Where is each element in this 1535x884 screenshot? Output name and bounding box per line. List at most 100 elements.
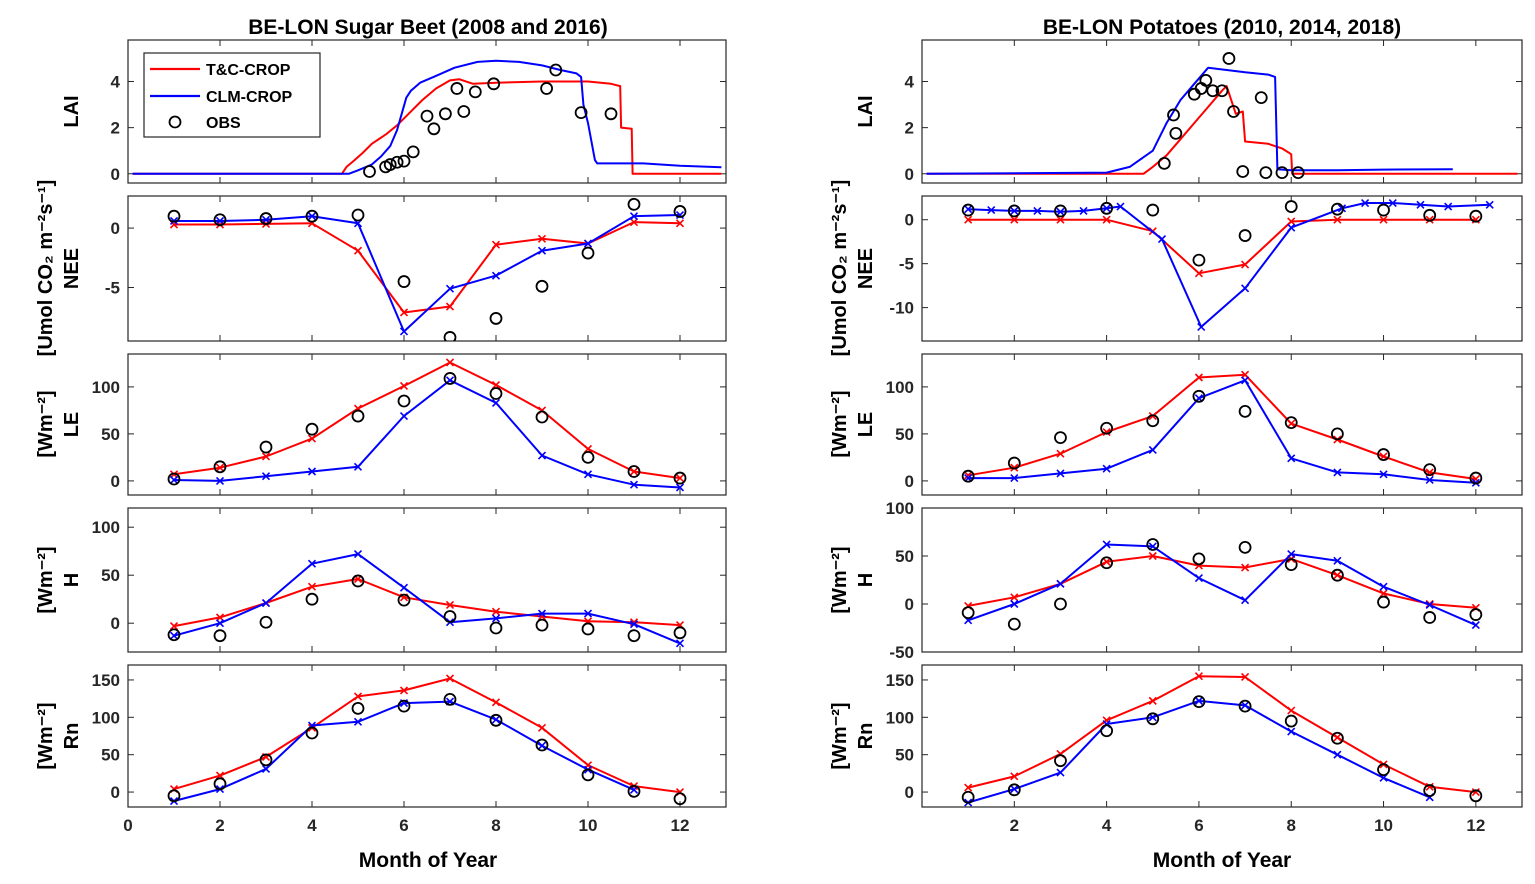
sb_nee-data xyxy=(167,197,687,341)
sb_lai-ytick-label: 4 xyxy=(111,73,121,92)
sb_rn-obs-point xyxy=(213,777,227,791)
po_lai-ylabel: LAI xyxy=(855,95,877,127)
po_le-clm-crop-marker xyxy=(1010,474,1019,483)
sb_rn-t-c-crop-marker xyxy=(399,686,409,695)
sb_rn-xtick-label: 4 xyxy=(307,816,317,835)
sb_nee-clm-crop-line xyxy=(174,214,681,333)
sb_h-obs-point xyxy=(535,618,549,632)
po_h-t-c-crop-marker xyxy=(1148,551,1157,561)
po_le-obs-point xyxy=(1423,463,1437,477)
po_h-axes-box xyxy=(921,507,1523,653)
sb_le-clm-crop-marker xyxy=(537,451,547,460)
sb_h-clm-crop-marker xyxy=(261,598,271,608)
sb_h-clm-crop-marker xyxy=(537,609,547,618)
po_nee-obs-point xyxy=(1100,201,1114,215)
po_nee-obs-point xyxy=(1377,203,1390,217)
sb_le-t-c-crop-marker xyxy=(675,474,685,483)
sb_le-obs-point xyxy=(397,394,411,408)
po_le-ytick-label: 0 xyxy=(905,472,914,491)
sb_le-ytick-label: 100 xyxy=(92,378,120,397)
po_rn-obs-point xyxy=(961,790,975,804)
sb_nee-clm-crop-marker xyxy=(215,216,225,226)
sb_lai-ytick-label: 2 xyxy=(111,119,120,138)
sb_nee-obs-point xyxy=(673,205,687,218)
sb_h-clm-crop-marker xyxy=(491,614,501,623)
po_rn-obs-point xyxy=(1054,754,1067,768)
po_le-obs-point xyxy=(1469,471,1483,485)
sb_rn-ytick-label: 0 xyxy=(111,783,120,802)
po_le-obs-point xyxy=(1377,448,1390,461)
shared-unit-label: [Umol CO₂ m⁻²s⁻¹] xyxy=(829,180,851,357)
sb_lai-obs-point xyxy=(406,145,420,159)
shared-unit-label: [Umol CO₂ m⁻²s⁻¹] xyxy=(35,180,57,357)
po_lai-obs-point xyxy=(1227,105,1240,118)
po_rn-t-c-crop-marker xyxy=(1010,772,1019,781)
po_rn-t-c-crop-marker xyxy=(1241,672,1250,682)
po_h-t-c-crop-marker xyxy=(1010,593,1019,602)
po_rn-xtick-label: 4 xyxy=(1102,816,1112,835)
po_h-obs-point xyxy=(961,606,975,620)
po_le-obs-point xyxy=(1238,404,1252,418)
sb_nee-obs-point xyxy=(305,209,319,223)
po_le-clm-crop-marker xyxy=(1333,468,1342,477)
sb_le-t-c-crop-marker xyxy=(307,434,317,443)
sb_rn-xtick-label: 2 xyxy=(215,816,224,835)
po_le-obs-point xyxy=(961,469,975,483)
sb_nee-obs-point xyxy=(489,312,503,325)
sb_lai-ytick-label: 0 xyxy=(111,165,120,184)
po_nee-t-c-crop-marker xyxy=(1194,269,1203,278)
po_rn-obs-point xyxy=(1192,695,1206,709)
sb_rn-clm-crop-marker xyxy=(353,717,363,726)
po_rn-t-c-crop-marker xyxy=(1425,782,1434,791)
po_nee-clm-crop-marker xyxy=(964,205,973,214)
po_le-t-c-crop-marker xyxy=(1056,449,1065,458)
po_rn-clm-crop-marker xyxy=(1148,713,1157,722)
po_nee-clm-crop-marker xyxy=(1079,206,1088,216)
po_rn-clm-crop-marker xyxy=(1010,784,1019,794)
sb_le-clm-crop-marker xyxy=(215,476,225,485)
sb_nee-obs-point xyxy=(351,208,365,222)
sb_lai-obs-point xyxy=(397,154,411,168)
po_h-obs-point xyxy=(1100,556,1114,570)
sb_rn-clm-crop-marker xyxy=(537,741,547,750)
po_h-t-c-crop-marker xyxy=(1333,571,1342,580)
sb_nee-clm-crop-marker xyxy=(583,239,593,248)
sb_lai-obs-point xyxy=(574,106,588,120)
plot-sb_nee: -5 0 NEE xyxy=(61,195,727,342)
sb_rn-obs-point xyxy=(489,713,503,727)
po_lai-clm-crop-line xyxy=(926,66,1453,175)
po_h-clm-crop-line xyxy=(967,543,1477,627)
po_nee-clm-crop-marker xyxy=(1388,198,1397,208)
po_nee-t-c-crop-marker xyxy=(1010,215,1019,224)
sb_le-obs-point xyxy=(213,460,227,474)
po_nee-clm-crop-marker xyxy=(1416,200,1425,209)
sb_h-clm-crop-marker xyxy=(583,609,593,618)
po_le-ytick-label: 50 xyxy=(895,425,914,444)
sb_nee-t-c-crop-marker xyxy=(399,308,409,317)
po_rn-xtick-label: 12 xyxy=(1466,816,1485,835)
sb_rn-obs-point xyxy=(305,726,319,740)
shared-unit-label: [Wm⁻²] xyxy=(829,702,851,769)
po_h-t-c-crop-marker xyxy=(1379,589,1388,598)
sb_rn-obs-point xyxy=(167,789,181,803)
left-column-title: BE-LON Sugar Beet (2008 and 2016) xyxy=(248,16,607,39)
po_h-obs-point xyxy=(1377,595,1390,609)
sb_lai-obs-point xyxy=(468,85,482,99)
sb_lai-clm-crop-line xyxy=(132,59,722,175)
sb_le-clm-crop-marker xyxy=(169,475,179,485)
sb_le-t-c-crop-marker xyxy=(399,381,409,391)
po_h-obs-point xyxy=(1007,617,1021,631)
po_lai-obs-point xyxy=(1254,91,1268,105)
sb_le-t-c-crop-marker xyxy=(491,380,501,390)
po_rn-obs-point xyxy=(1377,763,1390,777)
sb_le-obs-point xyxy=(443,372,457,385)
shared-unit-label: [Wm⁻²] xyxy=(35,546,57,613)
po_rn-t-c-crop-marker xyxy=(1333,733,1342,742)
po_nee-clm-crop-marker xyxy=(1485,200,1494,209)
shared-unit-label: [Wm⁻²] xyxy=(35,702,57,769)
right-column-title: BE-LON Potatoes (2010, 2014, 2018) xyxy=(1043,16,1401,39)
sb_le-clm-crop-marker xyxy=(261,472,271,481)
plot-po_le: 0 50 100 LE xyxy=(855,353,1523,496)
po_h-t-c-crop-marker xyxy=(1102,557,1111,566)
sb_lai-obs-point xyxy=(487,77,501,91)
